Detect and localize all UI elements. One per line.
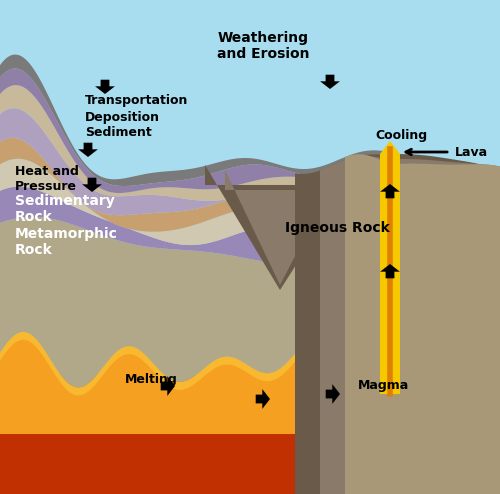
Text: Magma: Magma [358, 379, 409, 393]
Text: Sediment: Sediment [85, 126, 152, 139]
Polygon shape [0, 187, 500, 275]
Text: Metamorphic
Rock: Metamorphic Rock [15, 227, 118, 257]
Polygon shape [0, 108, 500, 223]
Polygon shape [0, 217, 500, 393]
Polygon shape [345, 154, 500, 494]
Polygon shape [326, 384, 340, 404]
Polygon shape [380, 264, 400, 278]
Text: Transportation: Transportation [85, 94, 188, 108]
Polygon shape [0, 54, 500, 186]
Polygon shape [0, 332, 500, 401]
Polygon shape [295, 154, 500, 494]
Polygon shape [82, 178, 102, 192]
Text: Deposition: Deposition [85, 111, 160, 124]
Text: Igneous Rock: Igneous Rock [285, 221, 390, 235]
Polygon shape [380, 141, 400, 394]
Polygon shape [0, 69, 500, 193]
Polygon shape [78, 143, 98, 157]
Polygon shape [95, 80, 115, 94]
Polygon shape [160, 376, 175, 396]
Polygon shape [320, 156, 500, 494]
Text: Lava: Lava [455, 146, 488, 159]
Text: Melting: Melting [125, 372, 178, 385]
Polygon shape [0, 434, 500, 494]
Polygon shape [205, 165, 360, 290]
Text: Weathering
and Erosion: Weathering and Erosion [217, 31, 309, 61]
Polygon shape [0, 159, 500, 254]
Polygon shape [256, 389, 270, 409]
Polygon shape [320, 75, 340, 89]
Text: Cooling: Cooling [375, 129, 427, 142]
Text: Heat and
Pressure: Heat and Pressure [15, 165, 79, 193]
Text: Sedimentary
Rock: Sedimentary Rock [15, 194, 115, 224]
Polygon shape [0, 85, 500, 205]
Polygon shape [0, 374, 500, 434]
Polygon shape [0, 332, 500, 434]
Polygon shape [0, 138, 500, 232]
Polygon shape [380, 184, 400, 198]
Polygon shape [225, 170, 340, 285]
